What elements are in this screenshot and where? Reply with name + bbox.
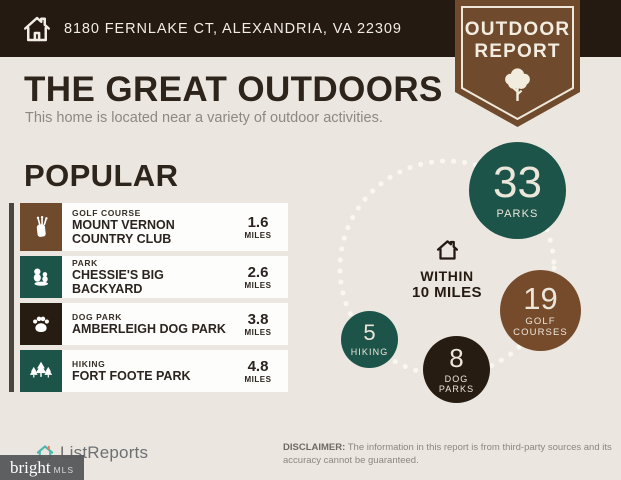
popular-list: GOLF COURSE MOUNT VERNON COUNTRY CLUB 1.… (20, 203, 288, 392)
item-name: FORT FOOTE PARK (72, 368, 191, 383)
brightmls-watermark: bright MLS (0, 455, 84, 480)
brightmls-brand: bright (9, 458, 51, 477)
item-name: AMBERLEIGH DOG PARK (72, 321, 226, 336)
bubble-value: 33 (493, 157, 542, 207)
badge-title-line2: REPORT (474, 41, 561, 62)
item-category: GOLF COURSE (72, 207, 141, 218)
bubble-value: 5 (363, 319, 376, 345)
item-text: DOG PARK AMBERLEIGH DOG PARK (62, 303, 234, 345)
bubble-label: DOG PARKS (438, 373, 475, 394)
within-distance: 10 MILES (412, 284, 482, 301)
item-name: MOUNT VERNON COUNTRY CLUB (72, 217, 175, 246)
outdoor-report-badge: OUTDOOR REPORT (455, 0, 580, 140)
item-distance: 2.6 (247, 264, 269, 281)
item-distance-unit: MILES (244, 328, 272, 337)
item-text: GOLF COURSE MOUNT VERNON COUNTRY CLUB (62, 203, 234, 251)
item-text: PARK CHESSIE'S BIG BACKYARD (62, 256, 234, 298)
item-category: HIKING (72, 358, 106, 369)
page-title: THE GREAT OUTDOORS (24, 70, 443, 109)
paw-icon (20, 303, 62, 345)
disclaimer: DISCLAIMER: The information in this repo… (283, 441, 613, 468)
brightmls-suffix: MLS (53, 465, 75, 475)
item-distance: 1.6 (247, 214, 269, 231)
radius-center-label: WITHIN 10 MILES (397, 238, 497, 301)
item-text: HIKING FORT FOOTE PARK (62, 350, 234, 392)
bubble-label: PARKS (496, 207, 539, 220)
pine-trees-icon (20, 350, 62, 392)
bubble-value: 19 (523, 280, 558, 316)
list-item-golf-course: GOLF COURSE MOUNT VERNON COUNTRY CLUB 1.… (20, 203, 288, 251)
badge-pennant-shape (455, 0, 580, 127)
list-edge-shadow (9, 203, 14, 392)
stat-bubble-dog-parks: 8 DOG PARKS (423, 336, 490, 403)
list-item-hiking: HIKING FORT FOOTE PARK 4.8 MILES (20, 350, 288, 392)
item-category: DOG PARK (72, 311, 122, 322)
item-distance-unit: MILES (244, 281, 272, 290)
badge-title-line1: OUTDOOR (464, 19, 571, 40)
disclaimer-text: The information in this report is from t… (283, 442, 612, 467)
list-item-dog-park: DOG PARK AMBERLEIGH DOG PARK 3.8 MILES (20, 303, 288, 345)
golf-bag-icon (20, 203, 62, 251)
item-category: PARK (72, 257, 98, 268)
center-home-icon (436, 240, 458, 260)
stat-bubble-hiking: 5 HIKING (341, 311, 398, 368)
list-item-park: PARK CHESSIE'S BIG BACKYARD 2.6 MILES (20, 256, 288, 298)
home-icon (24, 16, 50, 41)
stat-bubble-golf-courses: 19 GOLF COURSES (500, 270, 581, 351)
item-distance-block: 2.6 MILES (234, 256, 288, 298)
bubble-label: GOLF COURSES (513, 315, 568, 338)
item-distance-unit: MILES (244, 375, 272, 384)
page-subtitle: This home is located near a variety of o… (25, 110, 383, 126)
disclaimer-label: DISCLAIMER: (283, 442, 346, 453)
bubble-label: HIKING (350, 346, 389, 357)
within-label: WITHIN (420, 268, 474, 284)
property-address: 8180 FERNLAKE CT, ALEXANDRIA, VA 22309 (64, 20, 402, 37)
item-distance: 4.8 (247, 358, 269, 375)
item-distance: 3.8 (247, 311, 269, 328)
item-distance-block: 1.6 MILES (234, 203, 288, 251)
bubble-value: 8 (449, 342, 464, 373)
playground-icon (20, 256, 62, 298)
item-name: CHESSIE'S BIG BACKYARD (72, 267, 164, 296)
item-distance-block: 4.8 MILES (234, 350, 288, 392)
item-distance-unit: MILES (244, 231, 272, 240)
item-distance-block: 3.8 MILES (234, 303, 288, 345)
stat-bubble-parks: 33 PARKS (469, 142, 566, 239)
tree-icon (505, 68, 530, 101)
popular-heading: POPULAR (24, 158, 179, 193)
